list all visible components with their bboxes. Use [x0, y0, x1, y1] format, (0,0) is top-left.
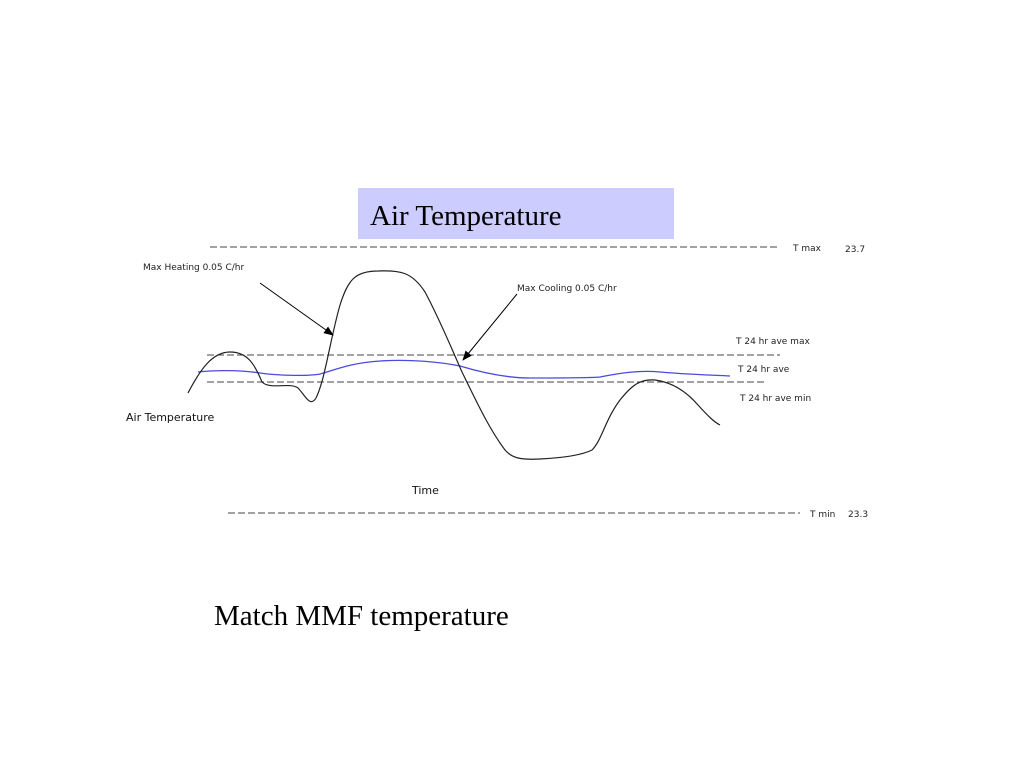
heating-label: Max Heating 0.05 C/hr [143, 263, 245, 273]
cooling-arrow [462, 293, 518, 361]
temperature-curve [187, 270, 721, 460]
t-ave-max-label: T 24 hr ave max [735, 337, 810, 347]
heating-arrow [259, 282, 334, 336]
t-max-value: 23.7 [845, 245, 865, 255]
caption: Match MMF temperature [214, 600, 509, 632]
t-max-label: T max [792, 244, 822, 254]
title-box [358, 188, 674, 239]
average-curve [197, 359, 731, 379]
t-min-label: T min [809, 510, 835, 520]
x-axis-label: Time [411, 484, 439, 497]
cooling-label: Max Cooling 0.05 C/hr [517, 284, 617, 294]
y-axis-label: Air Temperature [126, 411, 215, 424]
title: Air Temperature [370, 200, 562, 232]
t-ave-label: T 24 hr ave [737, 365, 790, 375]
t-ave-min-label: T 24 hr ave min [739, 394, 811, 404]
t-min-value: 23.3 [848, 510, 868, 520]
